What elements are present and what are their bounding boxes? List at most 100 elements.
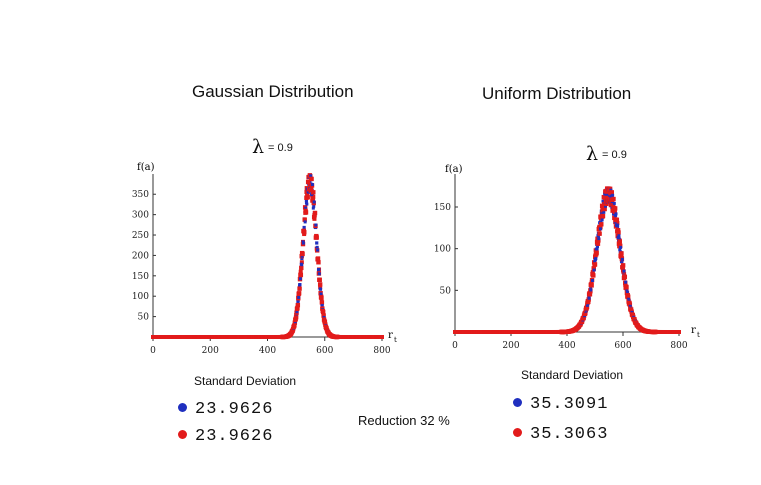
y-tick-label: 50 — [138, 313, 150, 323]
blue-dot-icon — [178, 403, 187, 412]
red-point — [297, 286, 302, 291]
red-dot-icon — [513, 428, 522, 437]
red-point — [622, 274, 628, 279]
blue-point — [600, 218, 604, 222]
red-point — [320, 309, 326, 315]
uniform-xlabel: r — [691, 325, 696, 336]
blue-point — [616, 236, 620, 240]
red-point — [317, 277, 322, 282]
red-point — [322, 319, 328, 325]
red-point — [318, 285, 323, 290]
red-point — [302, 230, 307, 235]
red-point — [586, 299, 591, 305]
blue-point — [315, 245, 319, 249]
blue-point — [594, 257, 598, 261]
blue-point — [585, 303, 589, 307]
red-point — [609, 190, 614, 195]
red-point — [615, 220, 620, 225]
blue-dot-icon — [513, 398, 522, 407]
x-tick-label: 0 — [452, 341, 458, 351]
x-tick-label: 200 — [202, 346, 219, 356]
blue-point — [627, 297, 631, 301]
red-point — [589, 283, 594, 288]
lambda-value: = 0.9 — [268, 142, 293, 154]
blue-point — [312, 200, 316, 204]
red-point — [602, 195, 608, 200]
gaussian-xlabel: r — [388, 330, 393, 341]
red-point — [296, 291, 302, 296]
blue-point — [596, 245, 600, 249]
x-tick-label: 600 — [614, 341, 631, 351]
red-point — [293, 314, 299, 320]
blue-point — [628, 304, 632, 308]
blue-point — [620, 257, 624, 261]
blue-point — [301, 241, 305, 245]
x-tick-label: 600 — [316, 346, 333, 356]
blue-point — [622, 269, 626, 273]
uniform-xlabel-sub: t — [697, 331, 700, 339]
reduction-label: Reduction 32 % — [358, 413, 450, 428]
red-point — [380, 335, 384, 339]
blue-point — [614, 214, 618, 218]
blue-point — [311, 206, 315, 210]
blue-point — [617, 237, 621, 241]
blue-point — [296, 299, 300, 303]
red-point — [309, 176, 314, 182]
blue-point — [616, 224, 620, 228]
red-point — [611, 196, 616, 202]
red-point — [319, 300, 325, 305]
red-point — [612, 209, 617, 214]
red-point — [677, 330, 681, 334]
std-value: 23.9626 — [195, 400, 274, 419]
blue-point — [315, 241, 319, 245]
red-point — [619, 251, 624, 256]
red-point — [616, 230, 621, 235]
blue-point — [620, 260, 624, 264]
red-point — [319, 295, 324, 301]
blue-point — [317, 272, 321, 276]
red-point — [610, 203, 616, 208]
red-point — [587, 292, 593, 297]
y-tick-label: 150 — [434, 203, 451, 213]
blue-point — [303, 220, 307, 224]
red-point — [620, 263, 626, 268]
blue-point — [302, 225, 306, 230]
lambda-symbol: λ — [252, 136, 265, 158]
blue-point — [604, 204, 607, 208]
red-point — [602, 206, 607, 212]
x-tick-label: 0 — [150, 346, 156, 356]
x-tick-label: 800 — [670, 341, 687, 351]
blue-point — [624, 280, 628, 284]
red-point — [614, 217, 620, 222]
blue-point — [309, 174, 313, 178]
blue-point — [625, 290, 629, 294]
blue-point — [297, 295, 301, 299]
red-point — [335, 334, 340, 340]
uniform-std-blue: 35.3091 — [513, 395, 608, 414]
red-point — [618, 243, 623, 249]
gaussian-xlabel-sub: t — [394, 336, 397, 344]
red-point — [618, 254, 624, 259]
red-point — [583, 310, 588, 316]
blue-point — [305, 202, 309, 206]
blue-point — [598, 227, 602, 231]
red-point — [310, 196, 316, 202]
y-tick-label: 200 — [132, 251, 149, 261]
x-tick-label: 800 — [373, 346, 390, 356]
blue-point — [593, 260, 597, 264]
y-tick-label: 150 — [132, 272, 149, 282]
red-point — [599, 222, 604, 227]
red-point — [594, 250, 599, 255]
blue-point — [618, 248, 622, 252]
uniform-std-label: Standard Deviation — [521, 368, 624, 382]
red-point — [615, 228, 621, 233]
red-point — [596, 238, 601, 243]
red-point — [317, 282, 323, 287]
red-point — [305, 195, 310, 200]
red-point — [298, 272, 304, 278]
blue-point — [300, 254, 304, 258]
red-point — [315, 256, 321, 261]
blue-point — [602, 210, 606, 214]
gaussian-std-blue: 23.9626 — [178, 400, 273, 419]
std-value: 23.9626 — [195, 427, 274, 446]
